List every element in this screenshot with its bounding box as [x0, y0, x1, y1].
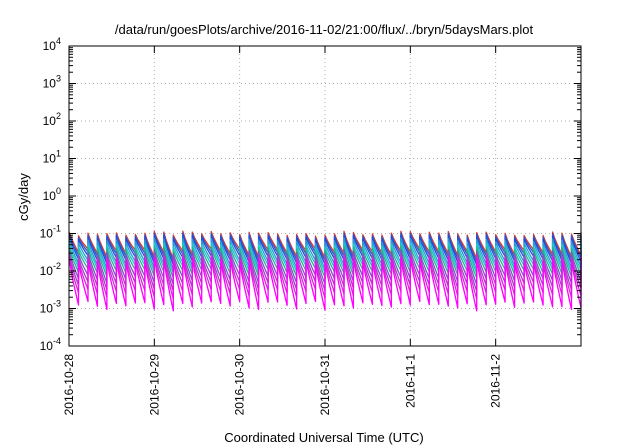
- series-line-0: [68, 230, 582, 260]
- series-line-5: [68, 245, 582, 279]
- series-line-9: [68, 256, 582, 312]
- y-tick-label: 10-2: [40, 261, 61, 278]
- y-tick-exponent: 0: [56, 186, 61, 196]
- x-axis-title: Coordinated Universal Time (UTC): [224, 430, 423, 445]
- y-tick-label: 103: [43, 74, 61, 91]
- series-line-1: [68, 232, 582, 263]
- x-tick-label: 2016-10-29: [147, 354, 161, 416]
- y-tick-label: 100: [43, 186, 61, 203]
- y-tick-base: 10: [43, 152, 57, 166]
- y-tick-exponent: -4: [53, 336, 61, 346]
- y-tick-base: 10: [43, 114, 57, 128]
- series-line-3: [68, 237, 582, 271]
- y-tick-base: 10: [40, 264, 54, 278]
- x-tick-label: 2016-11-2: [489, 354, 503, 408]
- y-tick-base: 10: [40, 227, 54, 241]
- x-axis: 2016-10-28 2016-10-29 2016-10-30 2016-10-31…: [62, 46, 503, 415]
- y-tick-base: 10: [40, 339, 54, 353]
- y-tick-exponent: 4: [56, 36, 61, 46]
- series-line-2: [68, 234, 582, 266]
- y-tick-base: 10: [40, 302, 54, 316]
- series-line-8: [68, 255, 582, 300]
- y-tick-base: 10: [43, 39, 57, 53]
- y-tick-exponent: -3: [53, 299, 61, 309]
- y-tick-exponent: 1: [56, 149, 61, 159]
- series-line-7: [68, 252, 582, 292]
- series-line-6: [68, 249, 582, 286]
- y-tick-exponent: -2: [53, 261, 61, 271]
- y-tick-label: 10-4: [40, 336, 61, 353]
- y-tick-label: 10-3: [40, 299, 61, 316]
- y-tick-label: 102: [43, 111, 61, 128]
- y-tick-label: 104: [43, 36, 61, 53]
- y-tick-base: 10: [43, 189, 57, 203]
- y-tick-exponent: 2: [56, 111, 61, 121]
- x-tick-label: 2016-10-30: [233, 354, 247, 416]
- x-tick-label: 2016-10-28: [62, 354, 76, 416]
- y-tick-exponent: 3: [56, 74, 61, 84]
- x-tick-label: 2016-10-31: [318, 354, 332, 416]
- y-tick-label: 101: [43, 149, 61, 166]
- y-tick-label: 10-1: [40, 224, 61, 241]
- series-line-4: [68, 241, 582, 275]
- x-tick-label: 2016-11-1: [403, 354, 417, 408]
- plot-series: [68, 230, 582, 312]
- y-axis-title: cGy/day: [16, 173, 31, 221]
- chart-title: /data/run/goesPlots/archive/2016-11-02/2…: [115, 22, 534, 37]
- y-tick-exponent: -1: [53, 224, 61, 234]
- y-tick-base: 10: [43, 77, 57, 91]
